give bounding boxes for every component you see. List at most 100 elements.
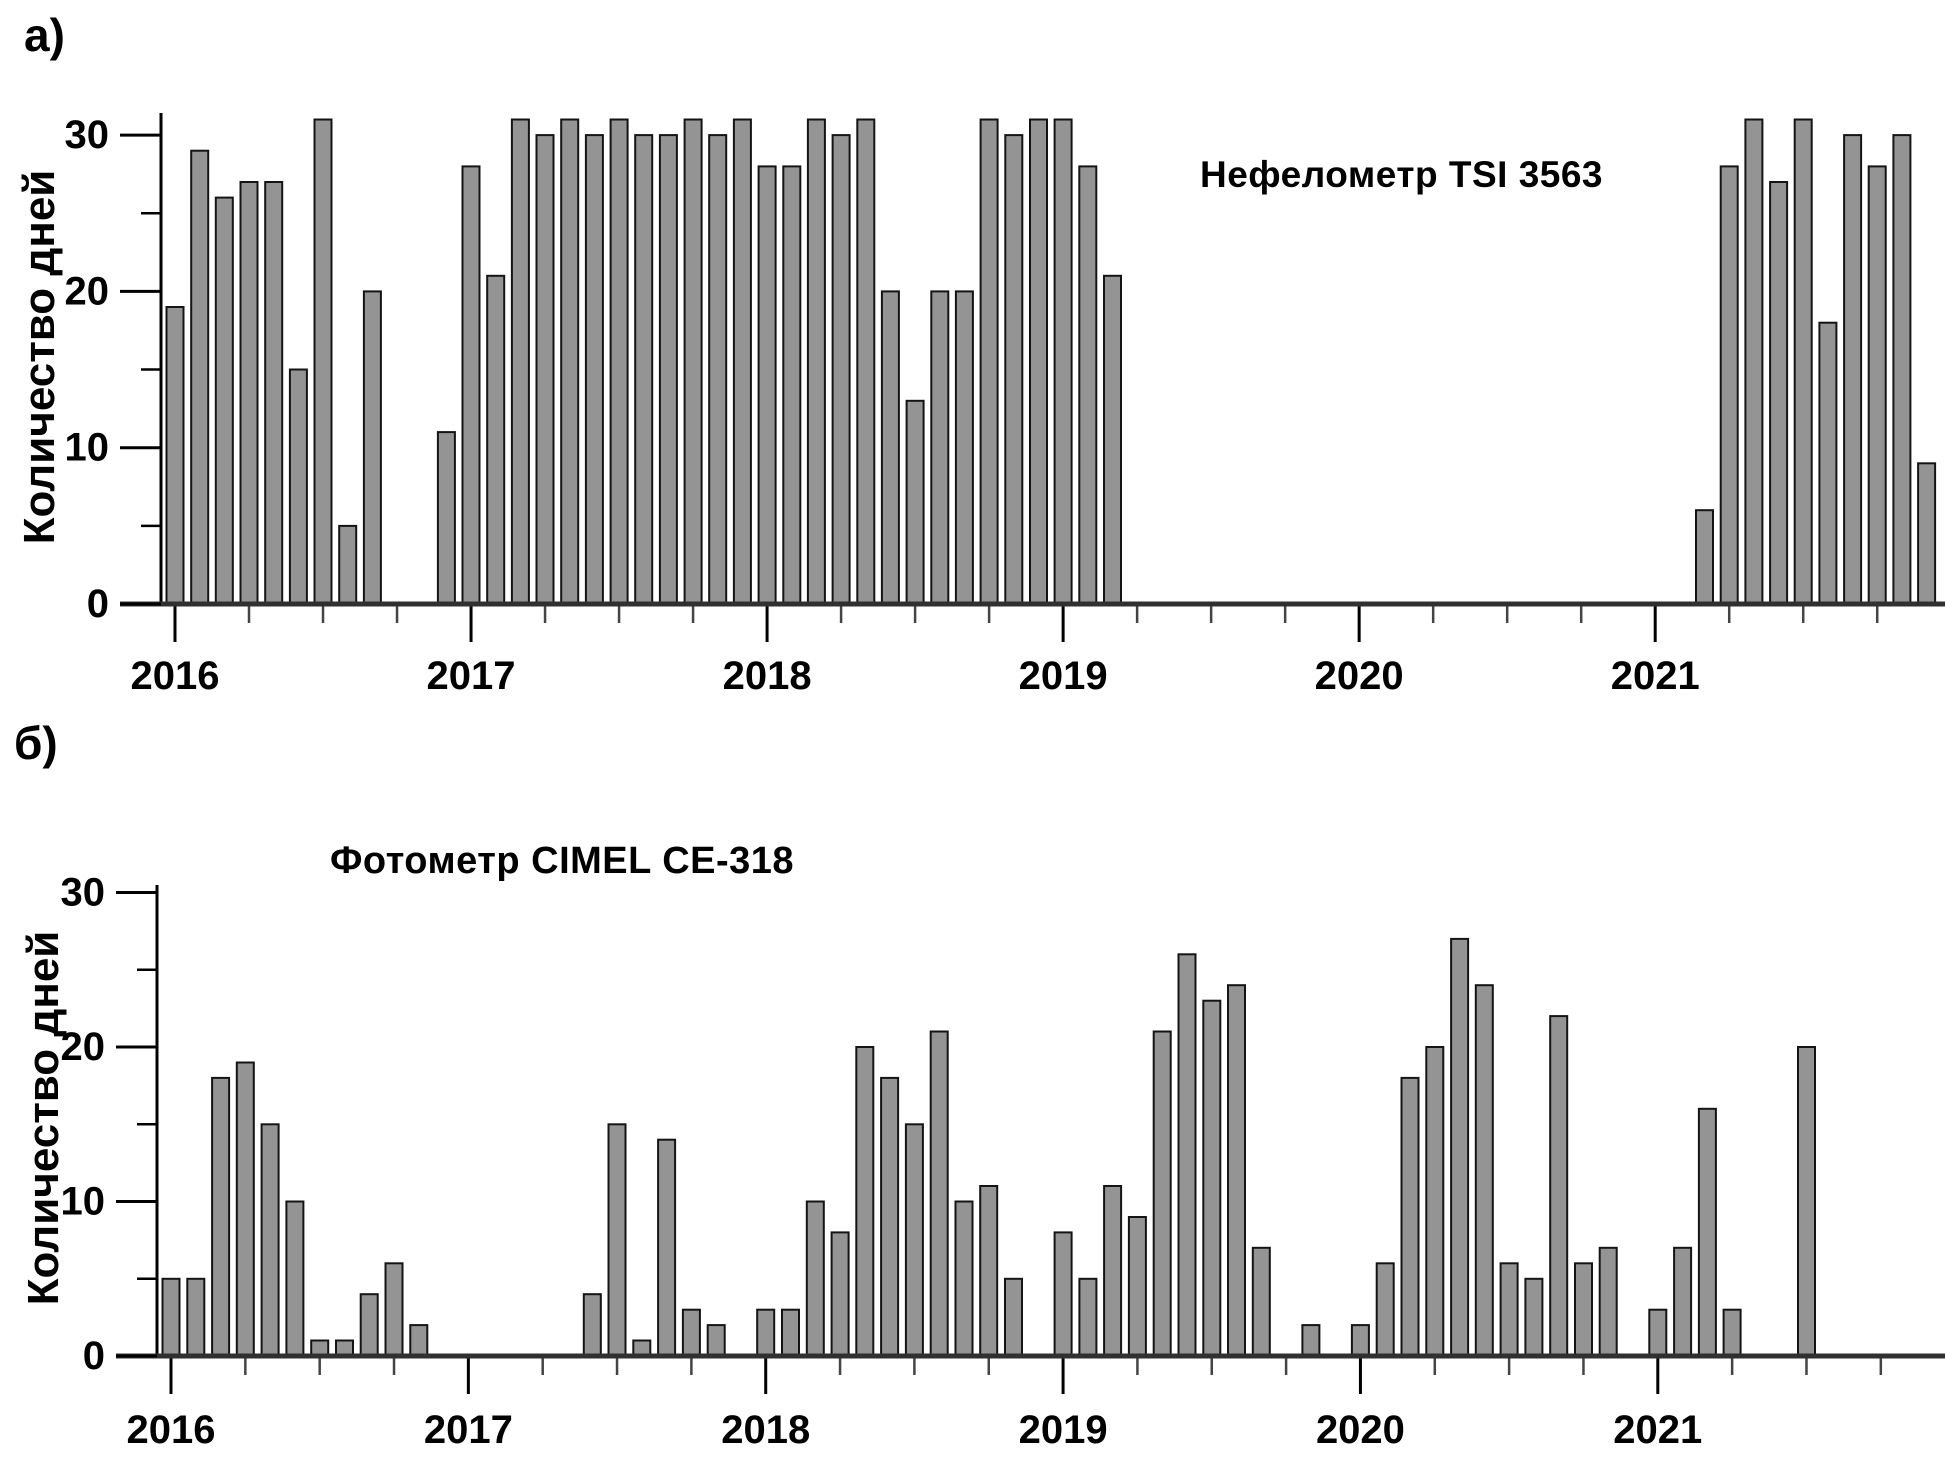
bar-b (1053, 1231, 1073, 1358)
y-tick-label-a: 0 (87, 582, 109, 626)
bar-b (1648, 1308, 1668, 1357)
x-year-label-a: 2019 (1019, 654, 1108, 698)
bar-a (313, 118, 333, 605)
bar-b (1004, 1277, 1023, 1358)
bar-a (535, 134, 555, 605)
bar-a (1843, 134, 1863, 605)
bar-a (510, 118, 530, 605)
x-year-label-b: 2021 (1613, 1408, 1702, 1452)
bar-b (1251, 1246, 1271, 1357)
bar-a (1053, 118, 1073, 605)
bar-a (683, 118, 703, 605)
bar-a (338, 524, 358, 606)
x-year-label-a: 2017 (427, 654, 516, 698)
bar-b (1598, 1246, 1618, 1357)
bar-a (634, 134, 654, 605)
bar-b (1524, 1277, 1544, 1358)
bar-b (830, 1231, 850, 1358)
bar-a (165, 306, 185, 605)
bar-a (1793, 118, 1813, 605)
bar-b (285, 1200, 305, 1357)
bar-b (1375, 1262, 1395, 1358)
bar-b (1177, 953, 1197, 1357)
y-tick-label-a: 20 (65, 269, 110, 313)
bar-b (1227, 984, 1246, 1357)
bar-b (1797, 1046, 1816, 1357)
y-tick-label-a: 10 (65, 426, 110, 470)
x-year-label-b: 2019 (1019, 1408, 1108, 1452)
bar-b (1722, 1308, 1742, 1357)
bar-a (1029, 118, 1048, 605)
bar-b (211, 1076, 231, 1358)
bar-b (805, 1200, 825, 1357)
x-year-label-a: 2021 (1611, 654, 1700, 698)
bar-b (260, 1123, 280, 1358)
bar-a (831, 134, 851, 605)
bar-a (190, 149, 210, 605)
bar-b (756, 1308, 776, 1357)
bar-b (1301, 1324, 1321, 1357)
bar-a (954, 290, 974, 605)
bar-a (806, 118, 826, 605)
x-year-label-a: 2016 (131, 654, 220, 698)
chart-a-y-axis-label: Количество дней (15, 169, 64, 545)
bar-a (264, 181, 284, 605)
bar-b (1350, 1324, 1370, 1357)
x-year-label-b: 2016 (127, 1408, 216, 1452)
x-year-label-b: 2020 (1316, 1408, 1405, 1452)
bar-a (708, 134, 728, 605)
bar-a (658, 134, 678, 605)
bar-a (1103, 274, 1122, 605)
bar-a (1892, 134, 1912, 605)
y-tick-label-b: 10 (61, 1180, 106, 1224)
chart-b-y-axis-label: Количество дней (19, 930, 68, 1306)
bar-a (1769, 181, 1789, 605)
bar-b (1127, 1216, 1147, 1357)
bar-a (757, 165, 777, 605)
x-year-label-a: 2018 (723, 654, 812, 698)
bar-b (706, 1324, 726, 1357)
bar-a (214, 196, 234, 605)
bar-a (930, 290, 950, 605)
bar-a (486, 274, 506, 605)
bar-b (657, 1138, 677, 1357)
bar-b (1499, 1262, 1519, 1358)
bar-b (880, 1076, 900, 1358)
y-tick-label-b: 30 (61, 871, 106, 915)
bar-b (954, 1200, 974, 1357)
bar-a (584, 134, 604, 605)
bar-b (161, 1277, 181, 1358)
bar-a (880, 290, 900, 605)
bar-b (1425, 1046, 1445, 1357)
bar-a (239, 181, 259, 605)
bar-a (461, 165, 481, 605)
bar-a (1078, 165, 1098, 605)
bar-b (582, 1293, 602, 1357)
bar-a (1917, 462, 1937, 605)
bar-a (1695, 509, 1714, 606)
bar-a (362, 290, 382, 605)
bar-a (1818, 321, 1838, 605)
bar-b (929, 1030, 949, 1357)
bar-b (409, 1324, 429, 1357)
bar-a (979, 118, 999, 605)
bar-b (1673, 1246, 1693, 1357)
x-year-label-b: 2018 (721, 1408, 810, 1452)
bar-b (1697, 1107, 1717, 1358)
bar-a (856, 118, 876, 605)
bar-b (781, 1308, 800, 1357)
bar-b (1474, 984, 1494, 1357)
x-year-label-a: 2020 (1315, 654, 1404, 698)
bar-b (855, 1046, 875, 1357)
bar-a (782, 165, 802, 605)
bar-b (607, 1123, 627, 1358)
y-tick-label-b: 20 (61, 1025, 106, 1069)
bar-a (1867, 165, 1887, 605)
bar-b (235, 1061, 255, 1358)
bar-a (560, 118, 580, 605)
bar-b (1549, 1015, 1569, 1357)
bar-a (609, 118, 629, 605)
bar-b (186, 1277, 206, 1358)
